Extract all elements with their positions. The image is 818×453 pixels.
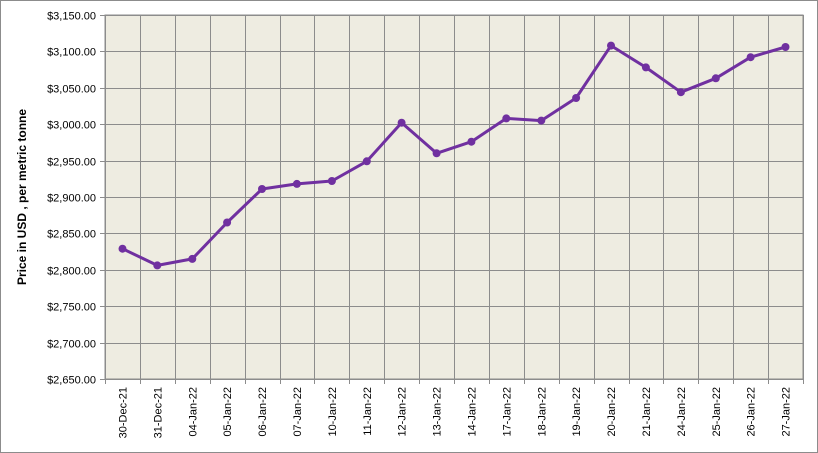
- x-tick-label: 30-Dec-21: [117, 387, 129, 438]
- x-tick-label: 04-Jan-22: [187, 387, 199, 437]
- data-point: [153, 261, 162, 270]
- y-tick-label: $2,750.00: [47, 302, 96, 314]
- y-axis-ticks: $2,650.00 $2,700.00 $2,750.00 $2,800.00 $2,8…: [47, 11, 96, 387]
- data-point: [467, 137, 476, 146]
- y-tick-label: $3,100.00: [47, 47, 96, 59]
- data-point: [572, 94, 581, 102]
- x-tick-label: 26-Jan-22: [746, 387, 758, 437]
- data-point: [223, 218, 232, 227]
- y-tick-label: $2,850.00: [47, 229, 96, 241]
- data-point: [711, 74, 720, 83]
- y-tick-label: $2,650.00: [47, 375, 96, 387]
- data-point: [397, 118, 406, 127]
- series-line: [121, 44, 786, 267]
- x-tick-label: 12-Jan-22: [397, 387, 409, 437]
- x-tick-label: 17-Jan-22: [501, 387, 513, 437]
- data-point: [292, 179, 301, 188]
- x-tick-label: 19-Jan-22: [571, 387, 583, 437]
- x-tick-label: 27-Jan-22: [781, 387, 793, 437]
- y-tick-label: $3,150.00: [47, 11, 96, 23]
- y-tick-label: $2,900.00: [47, 193, 96, 205]
- data-point: [676, 88, 685, 97]
- data-point: [432, 149, 441, 158]
- x-tick-label: 05-Jan-22: [222, 387, 234, 437]
- data-point: [641, 63, 650, 72]
- x-tick-label: 25-Jan-22: [711, 387, 723, 437]
- data-point: [327, 177, 336, 185]
- data-point: [362, 157, 371, 166]
- x-tick-label: 11-Jan-22: [362, 387, 374, 436]
- x-tick-label: 20-Jan-22: [606, 387, 618, 437]
- data-points: [118, 41, 790, 270]
- y-tick-label: $2,950.00: [47, 157, 96, 169]
- x-tick-label: 14-Jan-22: [466, 387, 478, 437]
- x-axis-ticks: 30-Dec-21 31-Dec-21 04-Jan-22 05-Jan-22 06-J…: [117, 387, 792, 438]
- data-point: [746, 53, 755, 62]
- data-point: [607, 41, 615, 50]
- y-tick-label: $2,700.00: [47, 339, 96, 351]
- x-tick-label: 07-Jan-22: [292, 387, 304, 437]
- x-tick-label: 31-Dec-21: [152, 387, 164, 438]
- x-tick-label: 10-Jan-22: [327, 387, 339, 437]
- data-point: [188, 254, 197, 263]
- y-axis-label: Price in USD , per metric tonne: [15, 109, 29, 285]
- data-point: [118, 244, 127, 253]
- x-tick-label: 18-Jan-22: [536, 387, 548, 437]
- y-tick-label: $3,000.00: [47, 120, 96, 132]
- x-tick-label: 24-Jan-22: [676, 387, 688, 437]
- x-tick-label: 21-Jan-22: [641, 387, 653, 437]
- x-tick-label: 13-Jan-22: [432, 387, 444, 437]
- data-point: [537, 116, 546, 125]
- data-point: [781, 43, 790, 51]
- grid-lines: [100, 15, 804, 384]
- data-point: [502, 114, 511, 123]
- y-tick-label: $3,050.00: [47, 84, 96, 96]
- x-tick-label: 06-Jan-22: [257, 387, 269, 437]
- data-point: [258, 185, 266, 193]
- y-tick-label: $2,800.00: [47, 266, 96, 278]
